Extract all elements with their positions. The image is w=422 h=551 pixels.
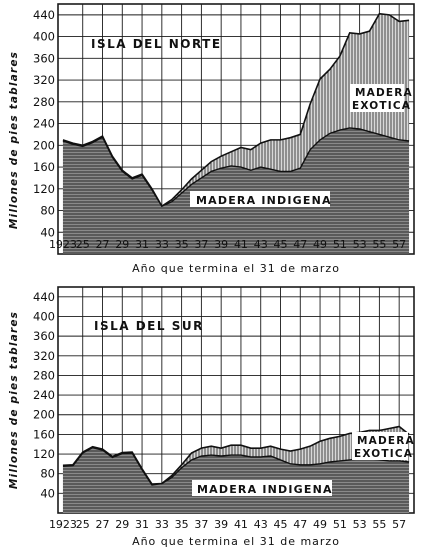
x-tick-label: 25 bbox=[76, 518, 90, 531]
y-tick-label: 320 bbox=[33, 73, 55, 87]
outer-label-backdrop bbox=[350, 84, 404, 112]
y-tick-label: 360 bbox=[33, 329, 55, 343]
x-tick-label: 37 bbox=[194, 518, 208, 531]
series-line-indigenous bbox=[62, 446, 410, 486]
x-tick-label: 37 bbox=[194, 238, 208, 251]
y-tick-labels: 40 80 120 160 200 240 280 320 360 400 440 bbox=[33, 290, 55, 501]
x-axis-label: Año que termina el 31 de marzo bbox=[132, 262, 340, 275]
outer-series-label-line1: MADERA bbox=[355, 87, 413, 99]
y-tick-label: 400 bbox=[33, 30, 55, 44]
inner-series-label: MADERA INDIGENA bbox=[196, 194, 332, 207]
y-tick-label: 280 bbox=[33, 368, 55, 382]
x-tick-label: 55 bbox=[372, 238, 386, 251]
x-tick-label: 27 bbox=[96, 238, 110, 251]
x-axis-label: Año que termina el 31 de marzo bbox=[132, 535, 340, 548]
x-tick-label: 29 bbox=[115, 238, 129, 251]
y-tick-label: 200 bbox=[33, 138, 55, 152]
inner-series-label: MADERA INDIGENA bbox=[197, 483, 333, 496]
y-tick-label: 440 bbox=[33, 290, 55, 304]
series-area-indigenous bbox=[62, 127, 410, 254]
x-tick-label: 57 bbox=[392, 518, 406, 531]
panel-label: ISLA DEL NORTE bbox=[91, 37, 222, 51]
series-line-total bbox=[62, 425, 410, 485]
x-tick-label: 39 bbox=[214, 518, 228, 531]
y-tick-label: 240 bbox=[33, 117, 55, 131]
x-tick-label: 35 bbox=[175, 518, 189, 531]
x-tick-label: 35 bbox=[175, 238, 189, 251]
x-tick-label: 53 bbox=[353, 238, 367, 251]
x-tick-label: 47 bbox=[293, 518, 307, 531]
y-tick-label: 160 bbox=[33, 160, 55, 174]
x-tick-label: 55 bbox=[372, 518, 386, 531]
x-tick-label: 31 bbox=[135, 238, 149, 251]
y-tick-label: 440 bbox=[33, 8, 55, 22]
y-tick-label: 240 bbox=[33, 388, 55, 402]
outer-series-label-line2: EXOTICA bbox=[354, 448, 413, 460]
x-tick-label: 45 bbox=[274, 518, 288, 531]
x-tick-label: 45 bbox=[274, 238, 288, 251]
y-tick-label: 360 bbox=[33, 51, 55, 65]
x-tick-label: 33 bbox=[155, 238, 169, 251]
y-tick-label: 200 bbox=[33, 408, 55, 422]
outer-label-backdrop bbox=[352, 432, 408, 460]
series-line-total bbox=[62, 12, 410, 208]
y-axis-label: Millones de pies tablares bbox=[8, 51, 20, 229]
x-tick-label: 53 bbox=[353, 518, 367, 531]
y-axis-label: Millones de pies tablares bbox=[8, 311, 20, 489]
y-tick-label: 80 bbox=[40, 204, 55, 218]
x-tick-label: 43 bbox=[254, 518, 268, 531]
y-tick-label: 320 bbox=[33, 349, 55, 363]
y-tick-label: 160 bbox=[33, 427, 55, 441]
x-tick-label: 39 bbox=[214, 238, 228, 251]
y-tick-label: 400 bbox=[33, 309, 55, 323]
outer-series-label-line2: EXOTICA bbox=[352, 100, 411, 112]
x-tick-label: 43 bbox=[254, 238, 268, 251]
outer-series-label-line1: MADERA bbox=[357, 435, 415, 447]
x-tick-label: 57 bbox=[392, 238, 406, 251]
panel-label: ISLA DEL SUR bbox=[94, 319, 204, 333]
x-tick-label: 1923 bbox=[49, 238, 77, 251]
y-tick-label: 80 bbox=[40, 467, 55, 481]
inner-label-backdrop bbox=[190, 191, 330, 207]
areas bbox=[62, 12, 410, 254]
x-tick-label: 33 bbox=[155, 518, 169, 531]
y-tick-label: 120 bbox=[33, 182, 55, 196]
x-tick-label: 49 bbox=[313, 238, 327, 251]
y-tick-label: 280 bbox=[33, 95, 55, 109]
x-tick-label: 25 bbox=[76, 238, 90, 251]
inner-label-backdrop bbox=[192, 480, 332, 496]
y-tick-label: 40 bbox=[40, 486, 55, 500]
x-tick-label: 41 bbox=[234, 238, 248, 251]
x-tick-label: 41 bbox=[234, 518, 248, 531]
y-tick-label: 120 bbox=[33, 447, 55, 461]
x-tick-label: 29 bbox=[115, 518, 129, 531]
x-tick-label: 51 bbox=[333, 518, 347, 531]
x-tick-label: 47 bbox=[293, 238, 307, 251]
x-tick-label: 49 bbox=[313, 518, 327, 531]
y-tick-labels: 40 80 120 160 200 240 280 320 360 400 440 bbox=[33, 8, 55, 239]
y-tick-label: 40 bbox=[40, 225, 55, 239]
x-tick-label: 51 bbox=[333, 238, 347, 251]
x-tick-label: 31 bbox=[135, 518, 149, 531]
x-tick-label: 27 bbox=[96, 518, 110, 531]
series-area-exotic bbox=[62, 13, 410, 207]
x-tick-label: 1923 bbox=[49, 518, 77, 531]
